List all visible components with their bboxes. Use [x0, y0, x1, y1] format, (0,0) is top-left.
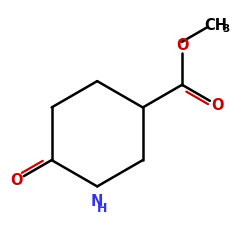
- Text: O: O: [10, 173, 22, 188]
- Text: N: N: [91, 194, 104, 209]
- Text: CH: CH: [205, 18, 228, 34]
- Text: O: O: [211, 98, 224, 113]
- Text: 3: 3: [222, 24, 229, 34]
- Text: O: O: [176, 38, 188, 53]
- Text: H: H: [97, 202, 108, 215]
